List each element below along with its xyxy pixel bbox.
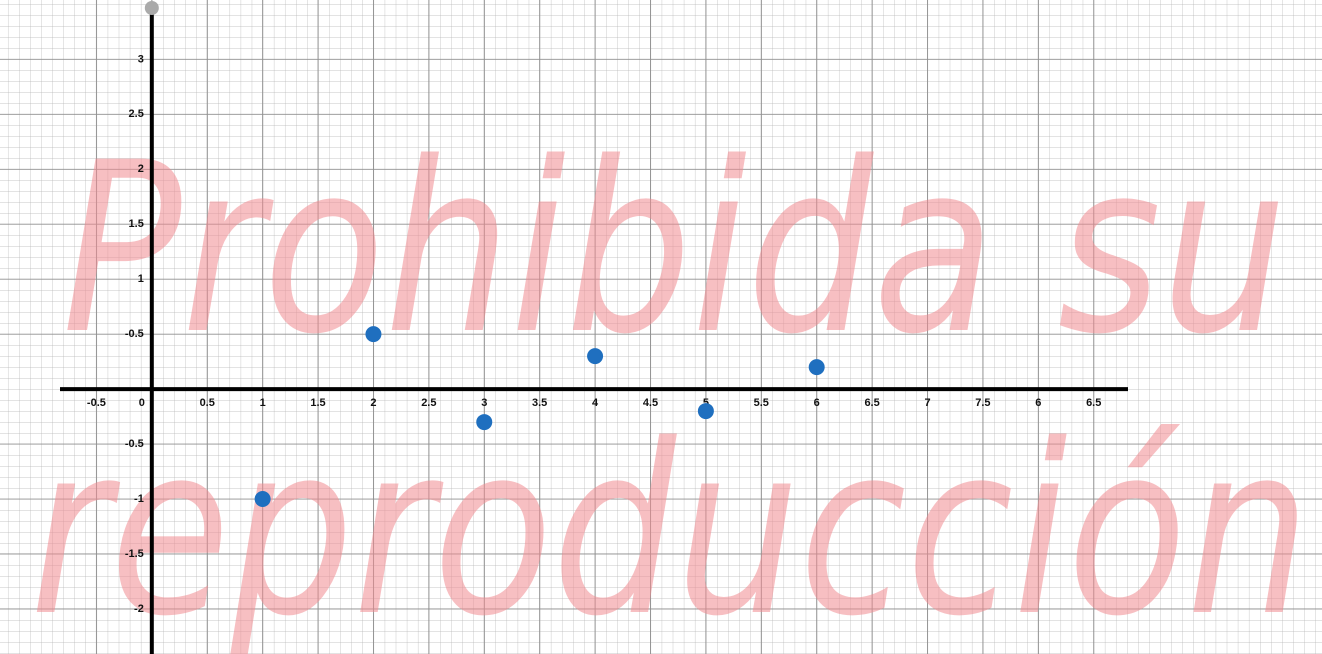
data-point	[808, 359, 825, 376]
y-tick-label: -1.5	[125, 548, 144, 560]
y-tick-label: 2.5	[129, 108, 144, 120]
x-tick-label: 0	[139, 397, 145, 409]
x-tick-label: 1.5	[310, 397, 325, 409]
x-tick-label: -0.5	[87, 397, 106, 409]
axis-cap	[144, 1, 159, 15]
data-point	[697, 403, 714, 420]
y-tick-label: 2	[138, 163, 144, 175]
x-tick-label: 7.5	[975, 397, 990, 409]
y-tick-label: 3	[138, 53, 144, 65]
data-point	[476, 414, 493, 431]
data-point	[587, 348, 604, 365]
axes: -0.5 0 0.5 1 1.5 2 2.5 3 3.5 4 4.5 5 5.5 6 6.5 7 7.5 6 6.5…	[60, 1, 1128, 654]
y-tick-label: -0.5	[125, 328, 144, 340]
x-tick-label: 6	[814, 397, 820, 409]
x-tick-label: 5	[703, 397, 709, 409]
x-tick-label: 1	[260, 397, 266, 409]
x-tick-label: 6.5	[1086, 397, 1101, 409]
x-tick-label: 3.5	[532, 397, 547, 409]
x-tick-label: 2	[370, 397, 376, 409]
y-tick-label: 1.5	[129, 218, 144, 230]
watermark-text: Prohibida su	[62, 113, 1287, 386]
y-tick-label: -2	[134, 603, 144, 615]
x-tick-label: 4.5	[643, 397, 658, 409]
y-tick-label: -0.5	[125, 438, 144, 450]
data-point	[365, 326, 382, 343]
x-tick-label: 2.5	[421, 397, 436, 409]
plot	[254, 326, 825, 508]
x-tick-label: 6	[1035, 397, 1041, 409]
x-tick-label: 0.5	[200, 397, 215, 409]
x-tick-label: 6.5	[864, 397, 879, 409]
x-tick-label: 3	[481, 397, 487, 409]
x-tick-label: 7	[924, 397, 930, 409]
x-tick-label: 4	[592, 397, 599, 409]
x-tick-label: 5.5	[754, 397, 769, 409]
data-point	[254, 491, 271, 508]
y-tick-label: 1	[138, 273, 144, 285]
y-tick-label: -1	[134, 493, 144, 505]
watermark-text: reproducción	[30, 395, 1310, 654]
